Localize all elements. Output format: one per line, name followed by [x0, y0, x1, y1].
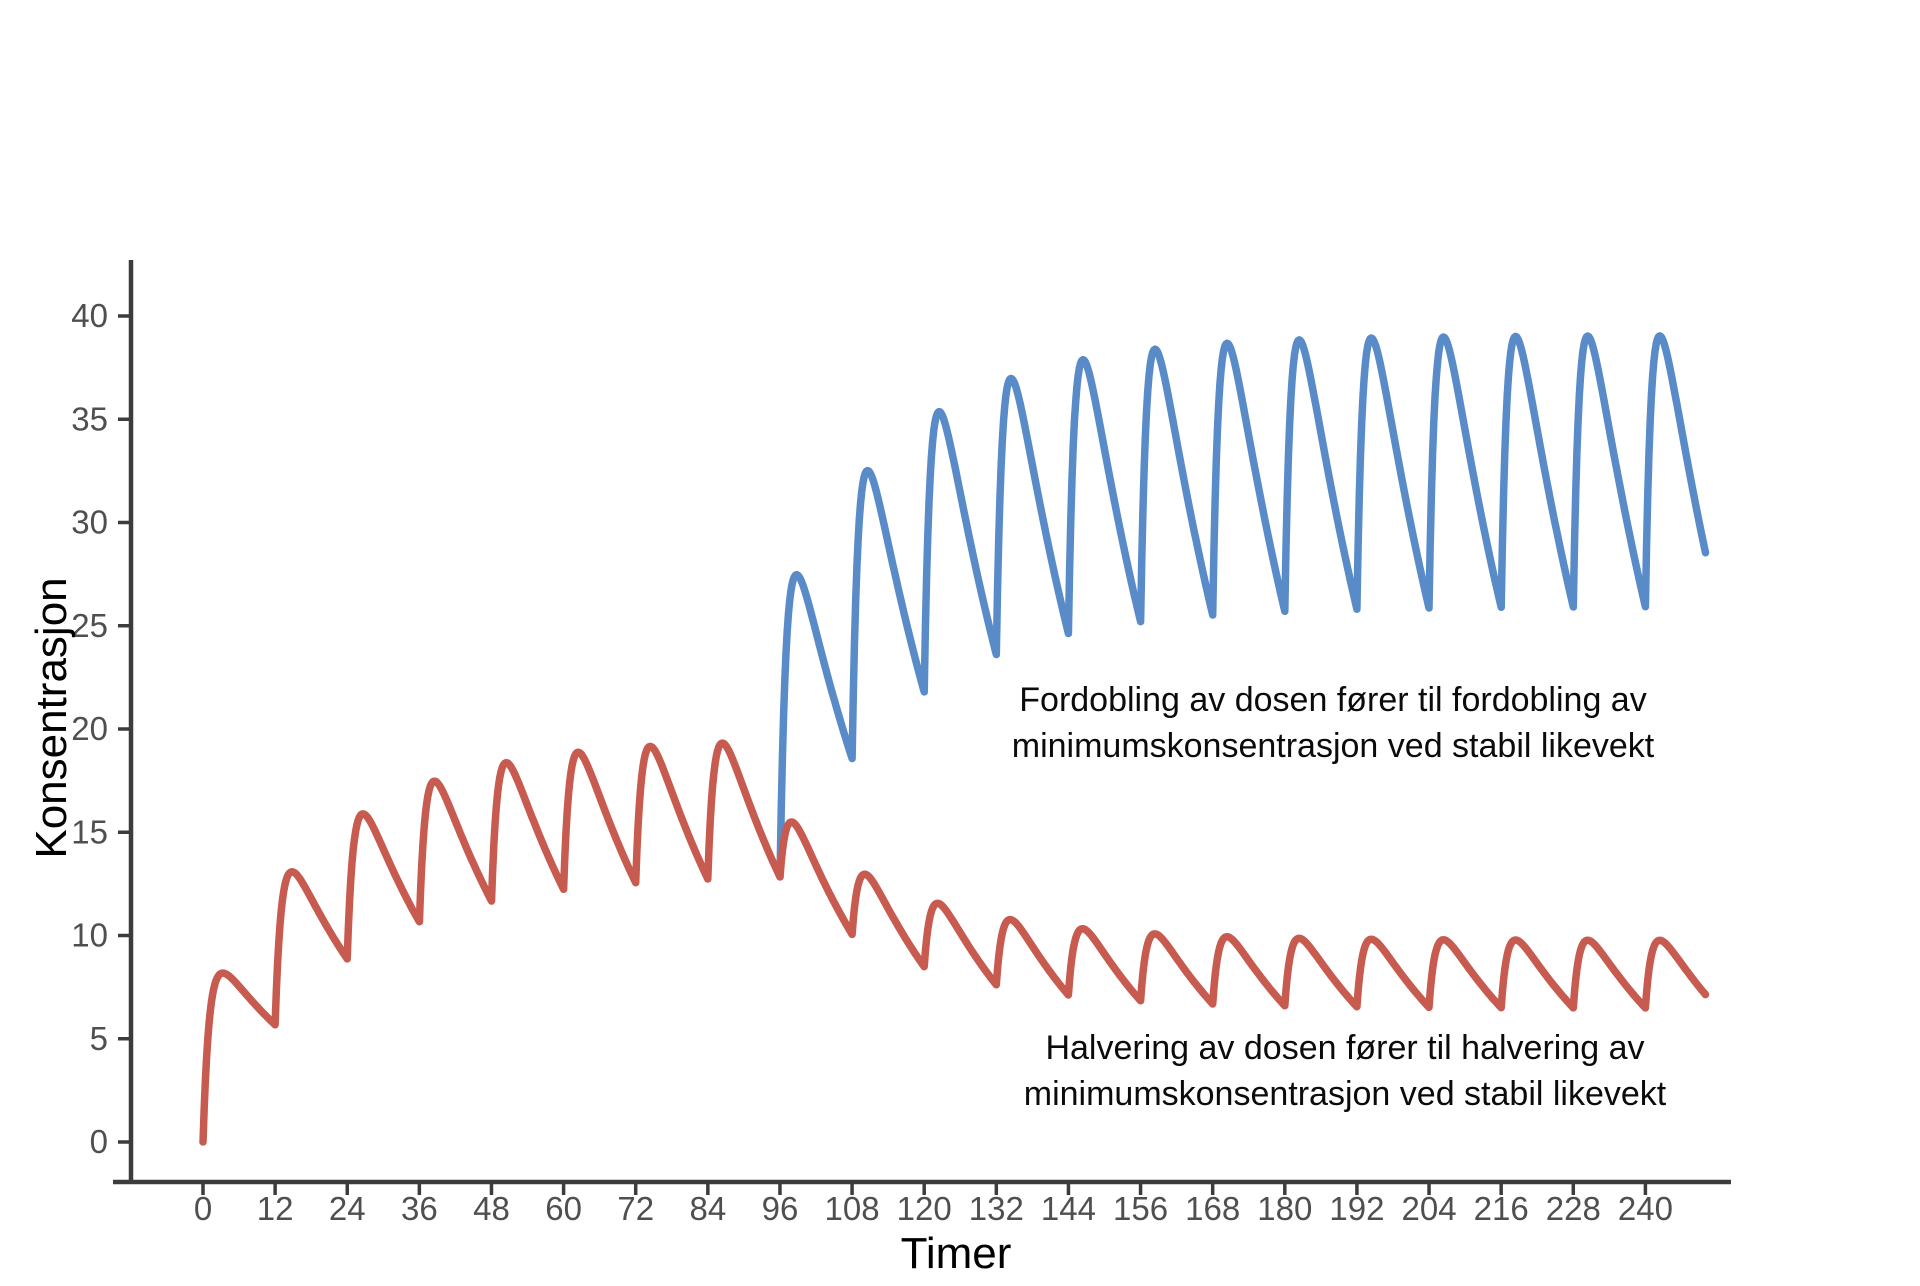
annotation-fordobling-line2: minimumskonsentrasjon ved stabil likevek… — [1011, 727, 1655, 765]
y-tick-label: 40 — [71, 297, 108, 334]
x-tick-label: 192 — [1329, 1190, 1384, 1227]
x-tick-label: 108 — [825, 1190, 880, 1227]
fordobling-line — [776, 332, 1710, 881]
annotation-halvering: Halvering av dosen fører til halvering a… — [1024, 1025, 1666, 1117]
x-tick-label: 168 — [1185, 1190, 1240, 1227]
x-axis-title: Timer — [900, 1229, 1012, 1278]
halvering-line — [199, 739, 1710, 1146]
x-tick-label: 12 — [257, 1190, 294, 1227]
x-tick-label: 60 — [545, 1190, 582, 1227]
x-tick-label: 96 — [762, 1190, 799, 1227]
x-tick-label: 36 — [401, 1190, 438, 1227]
x-tick-label: 216 — [1474, 1190, 1529, 1227]
x-tick-label: 84 — [689, 1190, 726, 1227]
x-tick-label: 24 — [329, 1190, 366, 1227]
x-tick-label: 120 — [897, 1190, 952, 1227]
x-tick-label: 180 — [1257, 1190, 1312, 1227]
annotation-fordobling-line1: Fordobling av dosen fører til fordobling… — [1019, 681, 1647, 719]
x-tick-label: 144 — [1041, 1190, 1096, 1227]
y-tick-label: 10 — [71, 917, 108, 954]
y-tick-label: 35 — [71, 400, 108, 437]
x-tick-label: 204 — [1402, 1190, 1457, 1227]
x-tick-label: 132 — [969, 1190, 1024, 1227]
x-tick-label: 48 — [473, 1190, 510, 1227]
x-tick-label: 0 — [194, 1190, 212, 1227]
y-tick-label: 20 — [71, 710, 108, 747]
y-tick-label: 5 — [90, 1020, 108, 1057]
y-axis-title: Konsentrasjon — [27, 577, 76, 859]
y-tick-label: 25 — [71, 607, 108, 644]
x-tick-label: 228 — [1546, 1190, 1601, 1227]
annotation-fordobling: Fordobling av dosen fører til fordobling… — [1012, 677, 1654, 769]
y-tick-label: 30 — [71, 504, 108, 541]
y-tick-label: 0 — [90, 1123, 108, 1160]
x-tick-label: 72 — [617, 1190, 654, 1227]
y-tick-label: 15 — [71, 813, 108, 850]
annotation-halvering-line1: Halvering av dosen fører til halvering a… — [1045, 1029, 1645, 1067]
x-tick-label: 156 — [1113, 1190, 1168, 1227]
annotation-halvering-line2: minimumskonsentrasjon ved stabil likevek… — [1023, 1075, 1667, 1113]
x-tick-label: 240 — [1618, 1190, 1673, 1227]
